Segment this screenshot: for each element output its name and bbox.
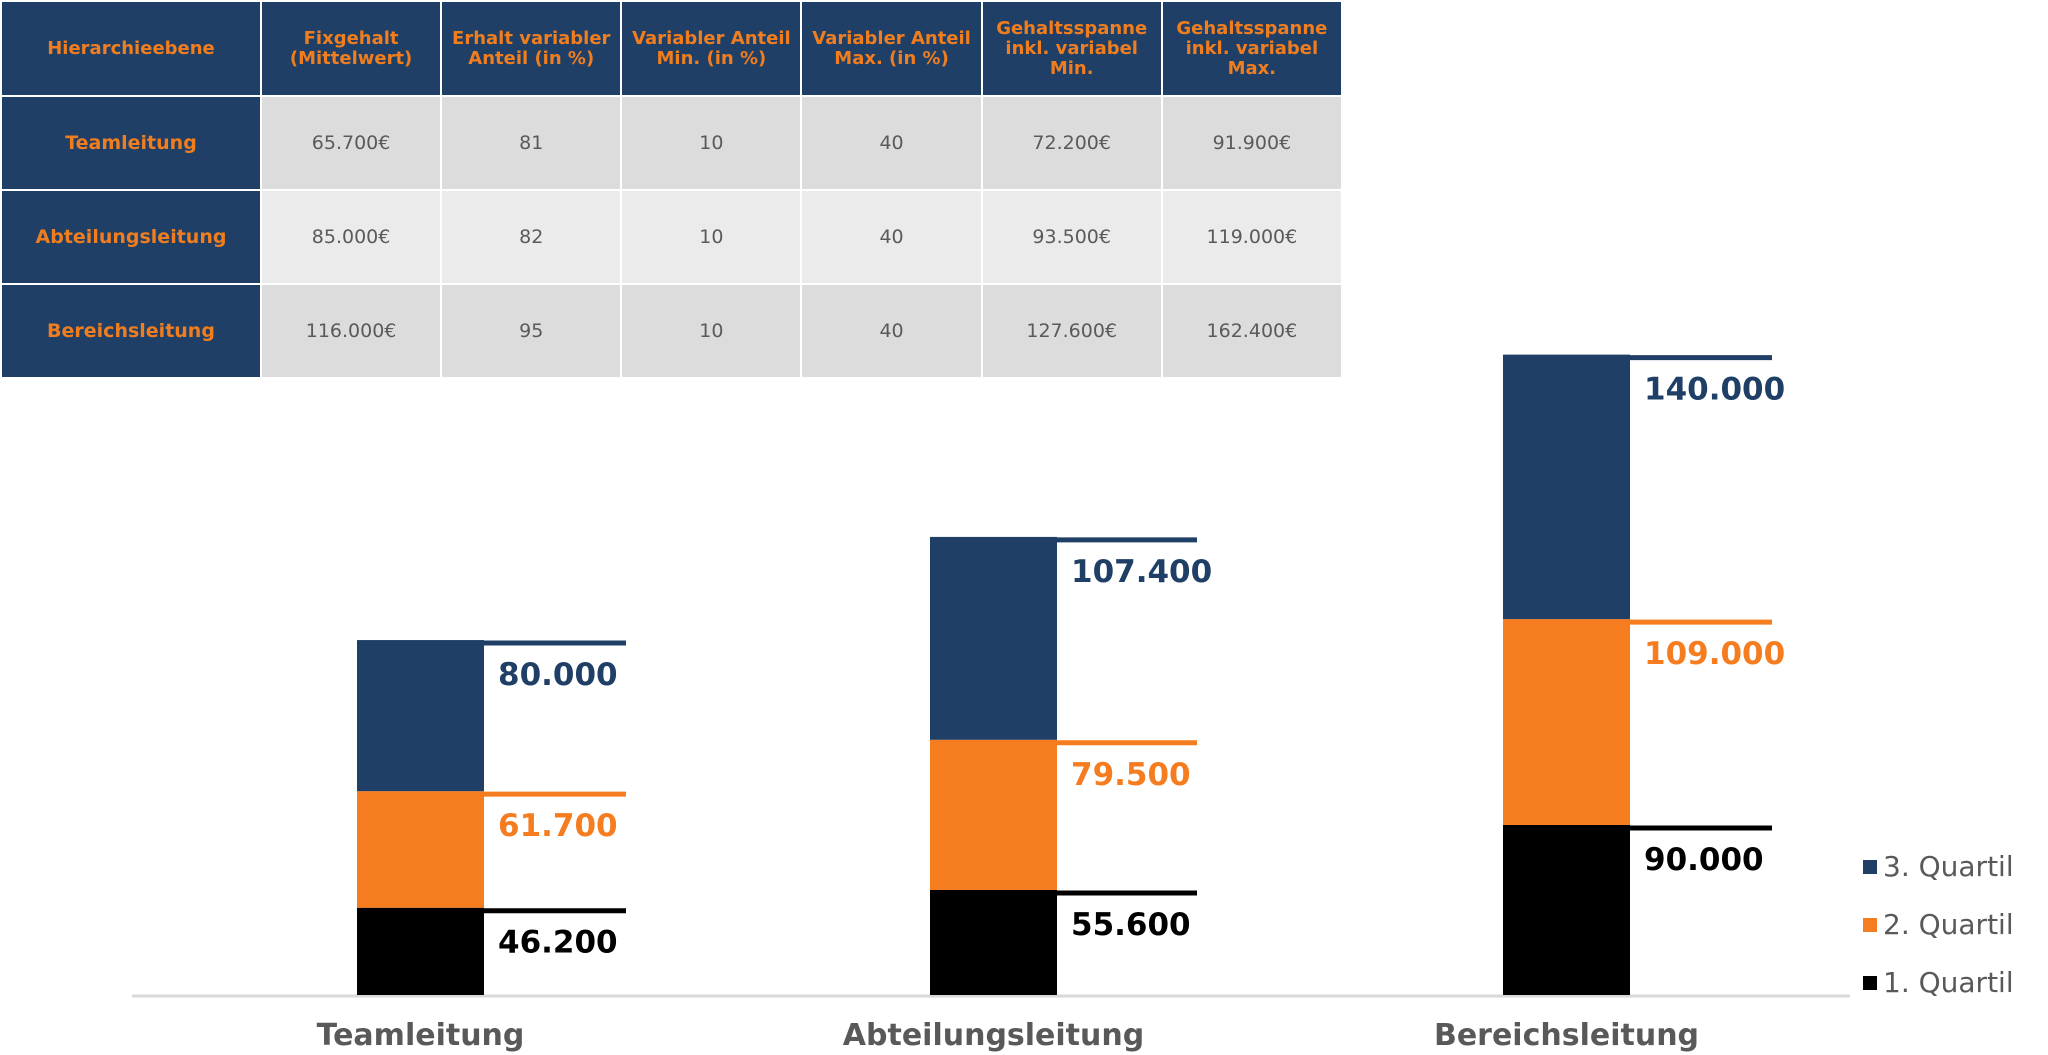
table-cell: 85.000€	[259, 189, 443, 285]
bar-segment-3-quartil	[1503, 354, 1630, 620]
table-cell: 10	[620, 189, 803, 285]
table-row: Bereichsleitung 116.000€ 95 10 40 127.600€ 162…	[0, 283, 1344, 379]
table-cell: 95	[440, 283, 623, 379]
table-cell: 10	[620, 95, 803, 191]
category-label: Abteilungsleitung	[843, 1018, 1144, 1053]
data-label: 80.000	[498, 657, 618, 693]
table-cell: 116.000€	[259, 283, 443, 379]
table-cell: 82	[440, 189, 623, 285]
salary-table: Hierarchieebene Fixgehalt (Mittelwert) E…	[0, 0, 1344, 379]
bar-segment-1-quartil	[1503, 824, 1630, 995]
data-label: 46.200	[498, 925, 618, 961]
data-label: 109.000	[1644, 636, 1785, 672]
table-cell: 91.900€	[1160, 95, 1344, 191]
table-row: Abteilungsleitung 85.000€ 82 10 40 93.500€ 119…	[0, 189, 1344, 285]
table-cell: 162.400€	[1160, 283, 1344, 379]
legend-item: 3. Quartil	[1863, 850, 2014, 883]
legend-label: 2. Quartil	[1883, 908, 2014, 941]
data-label: 79.500	[1071, 757, 1191, 793]
col-header: Hierarchieebene	[0, 0, 262, 97]
table-header-row: Hierarchieebene Fixgehalt (Mittelwert) E…	[0, 0, 1344, 97]
category-label: Teamleitung	[317, 1018, 525, 1053]
table-cell: 93.500€	[980, 189, 1163, 285]
bar-segment-1-quartil	[357, 907, 484, 995]
table-cell: 40	[800, 95, 983, 191]
table-row: Teamleitung 65.700€ 81 10 40 72.200€ 91.900€	[0, 95, 1344, 191]
col-header: Erhalt variabler Anteil (in %)	[440, 0, 623, 97]
data-label: 61.700	[498, 808, 618, 844]
category-label: Bereichsleitung	[1434, 1018, 1699, 1053]
legend-item: 1. Quartil	[1863, 966, 2014, 999]
col-header: Fixgehalt (Mittelwert)	[259, 0, 443, 97]
col-header: Variabler Anteil Min. (in %)	[620, 0, 803, 97]
table-cell: 72.200€	[980, 95, 1163, 191]
table-cell: 10	[620, 283, 803, 379]
bar-segment-2-quartil	[930, 739, 1057, 890]
table-cell: 40	[800, 189, 983, 285]
data-label: 90.000	[1644, 842, 1764, 878]
legend-label: 1. Quartil	[1883, 966, 2014, 999]
legend-swatch	[1863, 859, 1877, 874]
bar-segment-1-quartil	[930, 889, 1057, 995]
legend-label: 3. Quartil	[1883, 850, 2014, 883]
col-header: Variabler Anteil Max. (in %)	[800, 0, 983, 97]
table-cell: 40	[800, 283, 983, 379]
legend-swatch	[1863, 975, 1877, 990]
bar-segment-3-quartil	[930, 536, 1057, 740]
col-header: Gehaltsspanne inkl. variabel Min.	[980, 0, 1163, 97]
table-cell: 81	[440, 95, 623, 191]
table-cell: 65.700€	[259, 95, 443, 191]
bar-segment-2-quartil	[357, 791, 484, 908]
bar-segment-3-quartil	[357, 640, 484, 792]
row-header: Bereichsleitung	[0, 283, 262, 379]
col-header: Gehaltsspanne inkl. variabel Max.	[1160, 0, 1344, 97]
data-label: 55.600	[1071, 907, 1191, 943]
legend-item: 2. Quartil	[1863, 908, 2014, 941]
row-header: Teamleitung	[0, 95, 262, 191]
legend-swatch	[1863, 917, 1877, 932]
row-header: Abteilungsleitung	[0, 189, 262, 285]
bar-segment-2-quartil	[1503, 619, 1630, 825]
table-cell: 127.600€	[980, 283, 1163, 379]
data-label: 107.400	[1071, 554, 1212, 590]
table-cell: 119.000€	[1160, 189, 1344, 285]
data-label: 140.000	[1644, 372, 1785, 408]
